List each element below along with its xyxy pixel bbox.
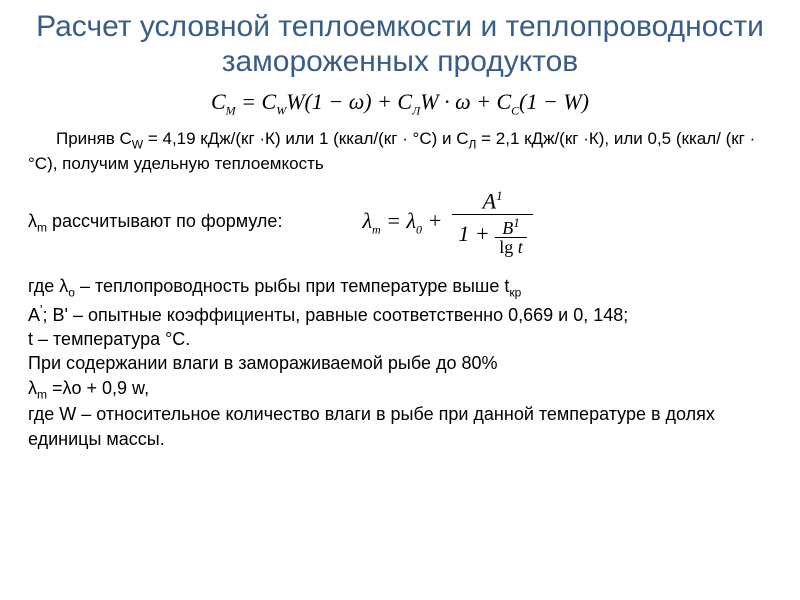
f2-t: t [518,237,523,257]
f1-eq: = [236,89,262,114]
f2-Asup: 1 [496,188,503,203]
line-3: t – температура °С. [28,327,772,351]
f2-Bsup: 1 [513,215,520,230]
line-2: А'; В' – опытные коэффициенты, равные со… [28,301,772,327]
f1-t4: W · ω + [420,89,496,114]
line-1: где λо – теплопроводность рыбы при темпе… [28,274,772,301]
f1-t2: W(1 − ω) + [286,89,397,114]
las: m [37,220,47,234]
lb: рассчитывают по формуле: [47,211,282,231]
b1a: где λ [28,276,68,296]
b2b: ; В' – опытные коэффициенты, равные соот… [43,305,629,325]
b1bs: кр [509,285,521,299]
f2-lhss: m [372,222,381,236]
f2-lg: lg [499,237,518,257]
lambda-row: λm рассчитывают по формуле: λm = λ0 + A1… [28,189,772,255]
f2-eq: = [381,208,407,233]
f2-B: B [502,218,513,238]
f1-lhs: C [211,89,226,114]
b2a: А [28,305,40,325]
b1b: – теплопроводность рыбы при температуре … [75,276,509,296]
f1-t3: C [397,89,412,114]
b5as: m [37,387,47,401]
paragraph-constants: Приняв СW = 4,19 кДж/(кг ·К) или 1 (ккал… [28,128,772,175]
la: λ [28,211,37,231]
f1-t1: C [262,89,277,114]
formula-lambda: λm = λ0 + A1 1 + B1 lg t [362,189,532,255]
p1as: W [132,138,143,152]
f1-t5: C [496,89,511,114]
line-5: λm =λо + 0,9 w, [28,376,772,403]
f1-t1s: W [276,103,286,117]
lambda-text: λm рассчитывают по формуле: [28,210,282,236]
formula-cm-expr: CM = CWW(1 − ω) + CЛW · ω + CC(1 − W) [211,89,589,114]
b5a: λ [28,378,37,398]
explanation-block: где λо – теплопроводность рыбы при темпе… [28,274,772,451]
f1-t5s: C [511,103,519,117]
f1-lhs-sub: M [226,103,236,117]
f2-one: 1 + [458,221,495,246]
b5b: =λо + 0,9 w, [47,378,149,398]
b1as: о [68,285,75,299]
f2-mainfrac: A1 1 + B1 lg t [452,189,532,255]
slide-title: Расчет условной теплоемкости и теплопров… [28,10,772,79]
slide: Расчет условной теплоемкости и теплопров… [0,0,800,600]
f1-t6: (1 − W) [519,89,589,114]
line-4: При содержании влаги в замораживаемой ры… [28,351,772,375]
f2-t0: λ [407,208,417,233]
f2-A: A [483,189,496,214]
p1b: = 4,19 кДж/(кг ·К) или 1 (ккал/(кг · °С)… [143,129,468,148]
formula-cm: CM = CWW(1 − ω) + CЛW · ω + CC(1 − W) [28,89,772,118]
p1a: Приняв С [56,129,132,148]
f2-lhs: λ [362,208,372,233]
f2-plus: + [422,208,442,233]
f2-subfrac: B1 lg t [495,216,527,256]
line-6: где W – относительное количество влаги в… [28,402,772,451]
